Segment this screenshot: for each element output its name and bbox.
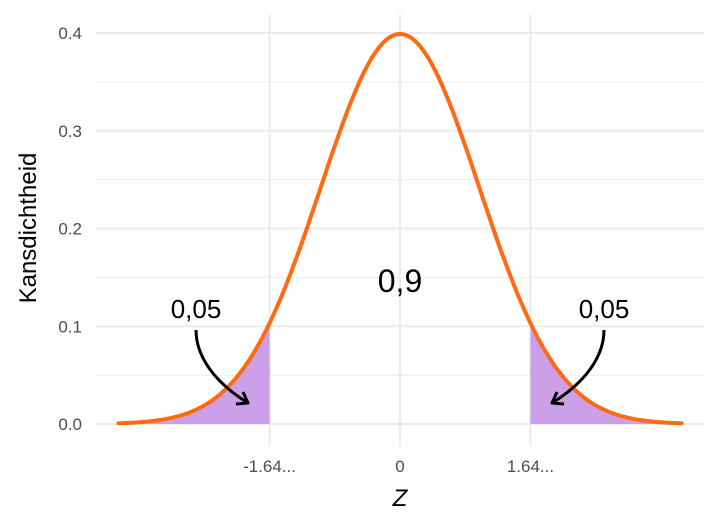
left-tail-arrowhead [235,391,250,406]
right-tail-arrowhead [550,391,565,406]
grid-major [96,14,704,446]
y-tick-label: 0.2 [58,220,82,239]
x-axis-title: Z [392,485,409,512]
x-tick-label: 0 [395,457,404,476]
left-tail-label: 0,05 [171,294,222,324]
grid-minor [96,81,704,376]
x-tick-label: 1.64... [507,457,554,476]
right-tail-arrow [551,329,606,405]
right-tail-area [530,323,682,424]
x-tick-labels: -1.64... 0 1.64... [243,457,554,476]
right-tail-label: 0,05 [579,294,630,324]
y-tick-label: 0.4 [58,24,82,43]
y-tick-label: 0.1 [58,317,82,336]
y-tick-label: 0.0 [58,415,82,434]
center-probability-label: 0,9 [378,263,422,299]
x-tick-label: -1.64... [243,457,296,476]
y-tick-labels: 0.0 0.1 0.2 0.3 0.4 [58,24,82,434]
density-curve [116,32,684,426]
left-tail-arrow [194,329,249,405]
left-tail-area [118,323,270,424]
y-axis-title: Kansdichtheid [15,153,42,304]
y-tick-label: 0.3 [58,122,82,141]
shaded-tails [118,323,682,424]
